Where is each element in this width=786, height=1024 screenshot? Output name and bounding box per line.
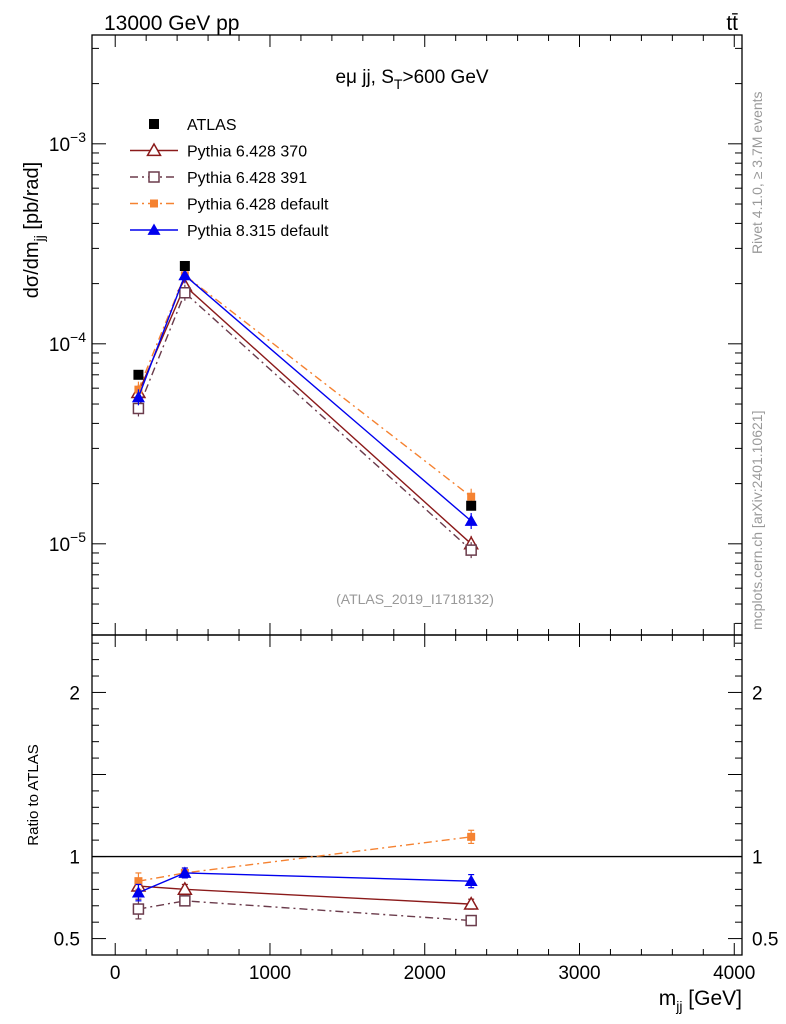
y-tick-label-main: 10−5 — [49, 529, 86, 556]
series-point-3 — [464, 514, 478, 526]
y-tick-label-ratio-right: 1 — [752, 848, 763, 869]
series-line-1 — [137, 291, 472, 551]
y-axis-label-ratio: Ratio to ATLAS — [25, 744, 42, 845]
series-point-1 — [179, 287, 191, 299]
label-part: jj — [675, 998, 682, 1014]
legend-marker — [147, 223, 161, 235]
legend-label: Pythia 6.428 default — [187, 197, 329, 214]
y-tick-label-ratio-right: 0.5 — [752, 930, 778, 951]
y-tick-label-ratio: 2 — [69, 683, 80, 704]
x-tick-label: 2000 — [404, 963, 446, 984]
x-tick-label: 3000 — [558, 963, 600, 984]
legend-marker — [149, 119, 159, 129]
y-tick-label-main: 10−3 — [49, 129, 86, 156]
ratio-panel-frame — [91, 634, 743, 956]
ratio-point-1 — [465, 914, 477, 927]
tick-exponent: −3 — [70, 129, 86, 145]
tick-exponent: −4 — [70, 329, 86, 345]
legend-label: Pythia 8.315 default — [187, 223, 329, 240]
analysis-tag: (ATLAS_2019_I1718132) — [336, 591, 494, 607]
series-line-0 — [137, 284, 472, 545]
x-axis-label: mjj [GeV] — [659, 987, 742, 1014]
chart-title: eμ jj, ST>600 GeV — [335, 67, 488, 92]
x-tick-label: 1000 — [249, 963, 291, 984]
mcplots-label: mcplots.cern.ch [arXiv:2401.10621] — [749, 411, 765, 630]
legend-marker — [150, 199, 158, 208]
ratio-line-1 — [138, 900, 472, 922]
ratio-point-1 — [132, 903, 145, 915]
tick-base: 10 — [49, 335, 70, 356]
label-part: m — [659, 987, 677, 1010]
data-point — [466, 500, 477, 511]
ratio-point-3 — [131, 886, 145, 898]
ratio-point-3 — [178, 866, 192, 878]
ratio-point-2 — [134, 877, 143, 886]
y-tick-label-main: 10−4 — [49, 329, 86, 356]
chart-title-text: eμ jj, S — [335, 67, 393, 88]
label-part: jj — [31, 235, 47, 242]
main-series — [130, 260, 479, 559]
y-tick-label-ratio: 0.5 — [54, 930, 80, 951]
series-point-3 — [178, 268, 192, 281]
data-point — [179, 260, 190, 271]
series-point-3 — [131, 390, 145, 403]
y-tick-label-ratio-right: 2 — [752, 683, 763, 704]
legend-marker — [146, 142, 162, 157]
ratio-point-3 — [464, 874, 478, 887]
tick-exponent: −5 — [70, 529, 86, 545]
x-tick-label: 4000 — [713, 963, 755, 984]
y-axis-label-main: dσ/dmjj [pb/rad] — [21, 162, 47, 298]
main-axes: 10−510−410−3 — [49, 35, 742, 635]
ratio-point-2 — [467, 832, 476, 841]
series-line-3 — [137, 274, 472, 522]
label-part: dσ/dm — [21, 241, 43, 298]
ratio-point-1 — [179, 895, 191, 907]
ratio-point-0 — [463, 896, 479, 910]
tick-base: 10 — [49, 135, 70, 156]
label-part: [GeV] — [682, 987, 742, 1010]
rivet-label: Rivet 4.1.0, ≥ 3.7M events — [749, 91, 765, 254]
ratio-series — [130, 829, 479, 927]
label-part: [pb/rad] — [21, 162, 43, 235]
ratio-point-0 — [177, 881, 193, 895]
tick-base: 10 — [49, 535, 70, 556]
legend-marker — [148, 171, 160, 183]
ratio-line-2 — [138, 836, 472, 882]
series-line-2 — [137, 274, 472, 498]
series-point-2 — [467, 492, 476, 501]
label-part: >600 GeV — [402, 67, 488, 88]
data-point — [133, 369, 144, 380]
label-part: T — [394, 76, 403, 92]
legend-label: Pythia 6.428 370 — [187, 144, 307, 161]
series-point-1 — [465, 544, 477, 556]
energy-label: 13000 GeV pp — [104, 12, 239, 35]
x-tick-label: 0 — [110, 963, 121, 984]
legend: ATLAS Pythia 6.428 370 Pythia 6.428 391 Pyt… — [130, 117, 329, 240]
process-label: tt̄ — [726, 12, 738, 35]
y-tick-label-ratio: 1 — [69, 848, 80, 869]
legend-label: ATLAS — [187, 117, 237, 134]
legend-label: Pythia 6.428 391 — [187, 170, 307, 187]
ratio-axes: 0 1000 2000 3000 4000 0.5 0.5 1 1 2 2 — [54, 635, 778, 984]
